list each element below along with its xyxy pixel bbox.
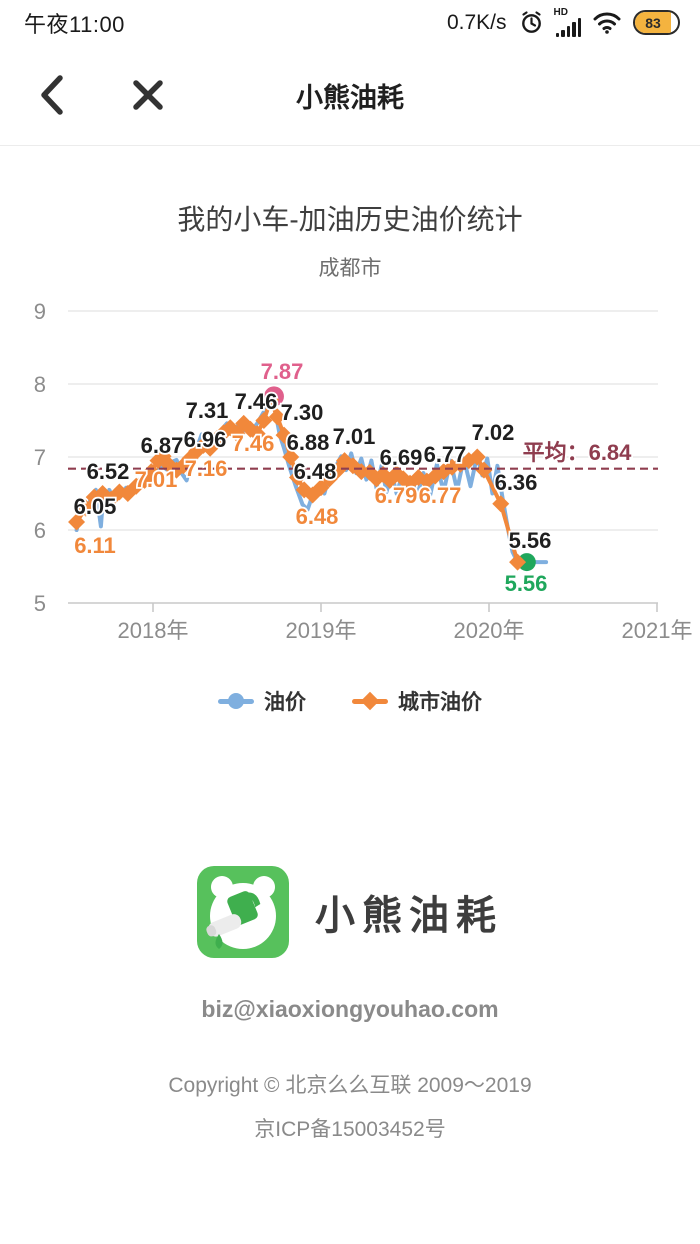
copyright-text: Copyright © 北京么么互联 2009～2019 <box>168 1074 532 1097</box>
signal-bars <box>555 17 581 37</box>
status-time: 午夜11:00 <box>24 11 125 37</box>
app-logo-bear-icon <box>197 866 289 958</box>
chart-data-label: 7.16 <box>185 456 228 481</box>
network-speed: 0.7K/s <box>446 10 507 34</box>
city-oil-price-point <box>268 408 286 426</box>
city-oil-price-point <box>68 513 86 531</box>
city-oil-price-point <box>282 448 300 466</box>
x-axis-tick-label: 2020年 <box>454 618 525 643</box>
chart-data-label: 7.01 <box>135 467 178 492</box>
orange-diamond-marker-icon <box>352 691 388 711</box>
chart-data-label: 6.11 <box>74 533 116 558</box>
chart-data-label: 6.69 <box>380 445 423 470</box>
city-oil-price-point <box>262 391 280 409</box>
y-axis-tick-label: 7 <box>34 445 46 470</box>
brand-row: 小熊油耗 <box>0 866 700 958</box>
navbar: 小熊油耗 <box>0 45 700 145</box>
status-bar: 午夜11:00 0.7K/s HD 83 <box>0 0 700 45</box>
chart-subtitle: 成都市 <box>318 257 382 280</box>
chart-data-label: 7.46 <box>235 389 278 414</box>
chart-data-label: 6.96 <box>184 427 227 452</box>
chart-data-label: 6.77 <box>419 483 462 508</box>
chart-data-label: 6.87 <box>141 433 184 458</box>
back-chevron-icon <box>41 75 63 115</box>
hd-badge: HD <box>553 6 568 18</box>
brand-name: 小熊油耗 <box>315 894 503 938</box>
chart-data-label: 平均：6.84 <box>523 440 633 465</box>
city-oil-price-point <box>468 448 486 466</box>
contact-email: biz@xiaoxiongyouhao.com <box>201 996 499 1022</box>
chart-data-label: 7.87 <box>261 359 304 384</box>
city-oil-price-point <box>275 426 293 444</box>
city-oil-price-point <box>475 461 493 479</box>
chart-data-label: 6.79 <box>375 483 418 508</box>
chart-title: 我的小车-加油历史油价统计 <box>177 204 523 235</box>
chart-data-label: 6.77 <box>424 442 467 467</box>
chart-section: 我的小车-加油历史油价统计 成都市 9 8 7 6 5 2018年 2019年 2020年 20… <box>0 198 700 716</box>
city-oil-price-point <box>142 463 160 481</box>
y-axis-tick-label: 6 <box>34 518 46 543</box>
battery-percent: 83 <box>645 14 661 31</box>
page-title: 小熊油耗 <box>296 82 404 113</box>
chart-data-label: 6.48 <box>296 504 339 529</box>
alarm-clock-icon <box>521 11 541 33</box>
wifi-icon <box>593 12 621 34</box>
city-oil-price-point <box>312 479 330 497</box>
legend-item-oil-price[interactable]: 油价 <box>218 686 306 716</box>
close-icon <box>133 80 163 110</box>
chart-legend: 油价 城市油价 <box>0 686 700 716</box>
back-button[interactable] <box>30 71 74 119</box>
city-oil-price-point <box>320 470 338 488</box>
status-icons: 0.7K/s HD 83 <box>446 6 680 37</box>
cell-signal-icon: HD <box>553 6 581 37</box>
y-axis-tick-label: 8 <box>34 372 46 397</box>
navbar-divider <box>0 145 700 146</box>
footer: 小熊油耗 biz@xiaoxiongyouhao.com Copyright ©… <box>0 866 700 1143</box>
city-oil-price-point <box>509 553 527 571</box>
city-oil-price-point <box>248 425 266 443</box>
chart-data-label: 6.36 <box>495 470 538 495</box>
chart-data-label: 7.02 <box>472 420 515 445</box>
x-axis-tick-label: 2019年 <box>286 618 357 643</box>
x-axis-tick-label: 2018年 <box>118 618 189 643</box>
legend-item-city-oil-price[interactable]: 城市油价 <box>352 686 482 716</box>
city-oil-price-point <box>255 412 273 429</box>
chart-data-label: 6.48 <box>294 459 337 484</box>
y-axis-tick-label: 5 <box>34 591 46 616</box>
min-point-marker <box>517 553 536 572</box>
battery-icon: 83 <box>633 10 680 35</box>
chart-data-label: 7.31 <box>186 398 229 423</box>
icp-license: 京ICP备15003452号 <box>254 1118 446 1141</box>
chart-data-label: 6.05 <box>74 494 117 519</box>
chart-data-label: 7.46 <box>232 431 275 456</box>
chart-data-label: 7.30 <box>281 400 324 425</box>
city-oil-price-point <box>492 495 510 513</box>
chart-data-label: 5.56 <box>509 528 552 553</box>
blue-line-marker-icon <box>218 693 254 709</box>
x-axis-tick-label: 2021年 <box>622 618 693 643</box>
chart-data-label: 6.88 <box>287 430 330 455</box>
close-button[interactable] <box>126 71 170 119</box>
city-oil-price-point <box>77 499 95 517</box>
chart-data-label: 6.52 <box>87 459 130 484</box>
chart-data-label: 7.01 <box>333 424 376 449</box>
chart-data-label: 5.56 <box>505 571 548 596</box>
y-axis-tick-label: 9 <box>34 299 46 324</box>
city-oil-price-point <box>288 468 306 486</box>
